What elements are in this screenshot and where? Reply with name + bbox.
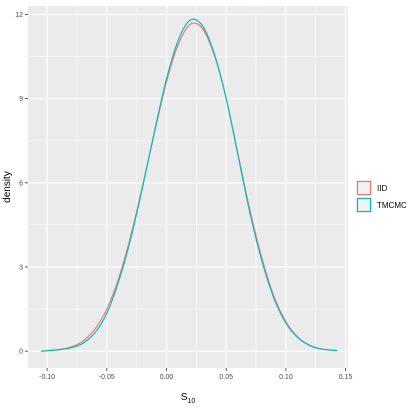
x-tick-label: 0.15 [339,374,353,381]
y-tick-label: 6 [19,180,23,187]
series-line-iid [41,22,338,352]
y-tick-label: 3 [19,264,23,271]
legend-label-tmcmc: TMCMC [377,201,407,210]
legend-key-bg [356,197,372,213]
legend: IID TMCMC [356,180,407,213]
legend-key-iid [356,180,372,196]
x-tick-label: 0.00 [160,374,174,381]
x-tick-label: -0.05 [99,374,115,381]
y-axis: 0 3 6 9 12 [15,12,28,356]
legend-key-bg [356,180,372,196]
grid-minor [28,6,348,368]
x-axis-title: S10 [181,392,196,405]
y-tick-label: 12 [15,12,23,19]
x-axis-title-subscript: 10 [187,398,195,405]
plot-panel [28,6,348,368]
x-axis: -0.10 -0.05 0.00 0.05 0.10 0.15 [39,368,353,381]
y-tick-label: 9 [19,96,23,103]
legend-label-iid: IID [377,184,387,193]
y-axis-title: density [2,171,13,203]
x-tick-label: 0.05 [219,374,233,381]
legend-key-tmcmc [356,197,372,213]
x-tick-label: -0.10 [39,374,55,381]
x-tick-label: 0.10 [279,374,293,381]
grid-major [28,6,348,368]
series-lines [41,18,338,352]
series-line-tmcmc [41,18,338,352]
y-tick-label: 0 [19,349,23,356]
